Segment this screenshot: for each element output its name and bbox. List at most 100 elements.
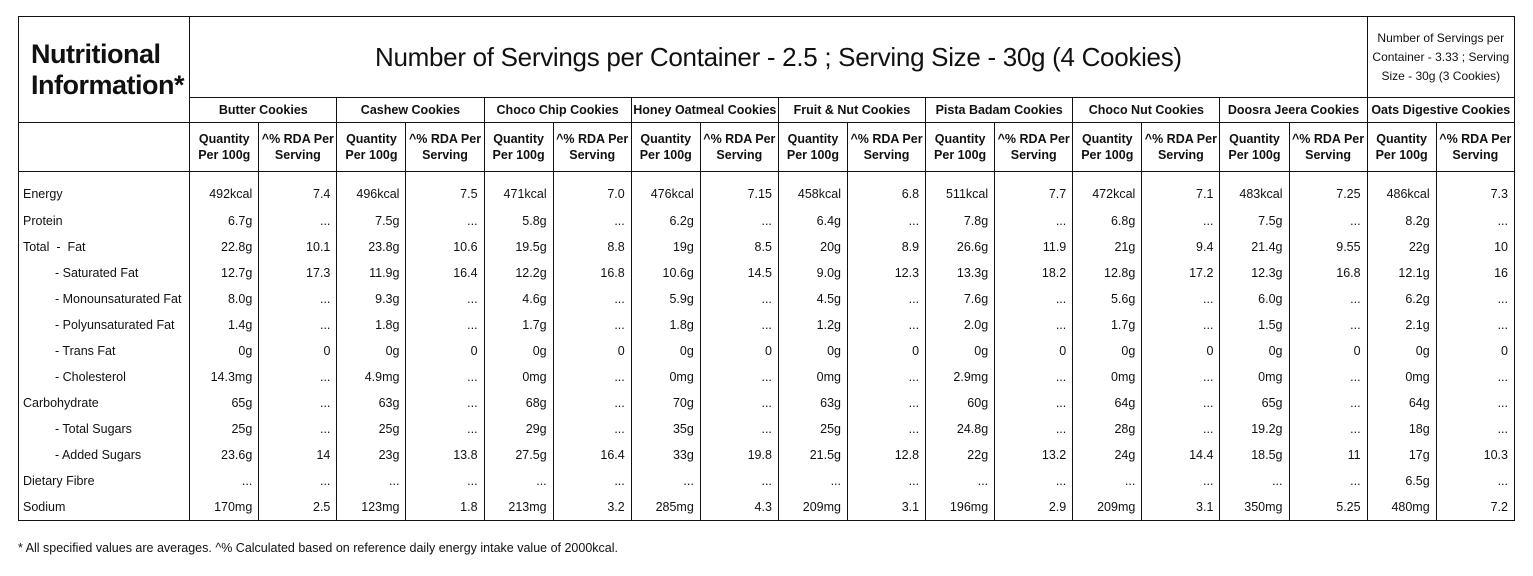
rda-cell: 7.2 (1435, 494, 1516, 521)
rda-cell: ... (258, 286, 338, 312)
quantity-cell: 1.7g (483, 312, 554, 338)
nutrient-label: - Added Sugars (17, 442, 191, 468)
rda-cell: 13.2 (994, 442, 1074, 468)
rda-cell: ... (846, 390, 927, 416)
quantity-cell: 64g (1366, 390, 1437, 416)
nutrient-label: - Saturated Fat (17, 260, 191, 286)
nutrient-label: Energy (17, 171, 191, 208)
quantity-cell: 1.4g (189, 312, 260, 338)
rda-cell: 7.1 (1141, 171, 1221, 208)
quantity-cell: 23.6g (189, 442, 260, 468)
rda-cell: ... (552, 208, 632, 234)
nutrient-label: - Monounsaturated Fat (17, 286, 191, 312)
quantity-cell: 213mg (483, 494, 554, 521)
rda-cell: 17.3 (258, 260, 338, 286)
rda-cell: ... (1141, 208, 1221, 234)
rda-cell: ... (405, 416, 485, 442)
rda-cell: ... (1288, 208, 1368, 234)
quantity-column-header: Quantity Per 100g (1072, 122, 1143, 172)
rda-cell: 13.8 (405, 442, 485, 468)
quantity-cell: 9.3g (336, 286, 407, 312)
header-row-columns: Quantity Per 100g ^% RDA Per Serving Quant… (17, 122, 1516, 172)
rda-cell: 1.8 (405, 494, 485, 521)
rda-column-header: ^% RDA Per Serving (699, 122, 779, 172)
rda-cell: 8.9 (846, 234, 927, 260)
quantity-column-header: Quantity Per 100g (777, 122, 848, 172)
rda-cell: ... (846, 312, 927, 338)
quantity-cell: 18.5g (1219, 442, 1290, 468)
quantity-cell: 196mg (925, 494, 996, 521)
rda-cell: 17.2 (1141, 260, 1221, 286)
quantity-cell: 0g (1366, 338, 1437, 364)
rda-cell: 16.8 (1288, 260, 1368, 286)
quantity-cell: 29g (483, 416, 554, 442)
quantity-column-header: Quantity Per 100g (483, 122, 554, 172)
quantity-cell: 7.6g (925, 286, 996, 312)
quantity-cell: 25g (189, 416, 260, 442)
rda-cell: 8.8 (552, 234, 632, 260)
rda-cell: 0 (846, 338, 927, 364)
rda-cell: ... (405, 312, 485, 338)
quantity-cell: 18g (1366, 416, 1437, 442)
rda-cell: ... (258, 364, 338, 390)
quantity-cell: 20g (777, 234, 848, 260)
quantity-cell: 480mg (1366, 494, 1437, 521)
rda-cell: ... (405, 286, 485, 312)
quantity-column-header: Quantity Per 100g (189, 122, 260, 172)
rda-cell: ... (1435, 286, 1516, 312)
rda-cell: 0 (699, 338, 779, 364)
rda-cell: 4.3 (699, 494, 779, 521)
rda-cell: ... (699, 286, 779, 312)
quantity-cell: 458kcal (777, 171, 848, 208)
nutrient-row: - Trans Fat 0g 0 0g 0 0g 0 0g 0 0g 0 0g 0 0g 0 0g 0 0g 0 (17, 338, 1516, 364)
quantity-column-header: Quantity Per 100g (630, 122, 701, 172)
rda-cell: ... (699, 208, 779, 234)
quantity-cell: ... (1219, 468, 1290, 494)
nutrient-column-header (17, 122, 191, 172)
rda-cell: ... (994, 364, 1074, 390)
rda-cell: 0 (258, 338, 338, 364)
quantity-cell: 23.8g (336, 234, 407, 260)
quantity-cell: 19.2g (1219, 416, 1290, 442)
quantity-cell: 496kcal (336, 171, 407, 208)
quantity-cell: 7.5g (1219, 208, 1290, 234)
rda-cell: ... (1288, 468, 1368, 494)
rda-cell: 7.7 (994, 171, 1074, 208)
quantity-cell: 35g (630, 416, 701, 442)
quantity-cell: ... (630, 468, 701, 494)
quantity-cell: 60g (925, 390, 996, 416)
quantity-cell: 10.6g (630, 260, 701, 286)
rda-cell: ... (258, 468, 338, 494)
rda-cell: 9.4 (1141, 234, 1221, 260)
rda-cell: ... (1288, 364, 1368, 390)
quantity-cell: 64g (1072, 390, 1143, 416)
product-header: Fruit & Nut Cookies (777, 97, 927, 123)
quantity-cell: 25g (336, 416, 407, 442)
rda-cell: ... (1141, 468, 1221, 494)
rda-cell: ... (1141, 286, 1221, 312)
quantity-cell: 2.1g (1366, 312, 1437, 338)
product-header: Honey Oatmeal Cookies (630, 97, 779, 123)
rda-cell: 16.8 (552, 260, 632, 286)
rda-cell: 3.1 (1141, 494, 1221, 521)
quantity-cell: 17g (1366, 442, 1437, 468)
rda-cell: 7.15 (699, 171, 779, 208)
quantity-cell: 6.8g (1072, 208, 1143, 234)
rda-cell: 9.55 (1288, 234, 1368, 260)
rda-cell: ... (846, 416, 927, 442)
quantity-cell: 2.9mg (925, 364, 996, 390)
rda-cell: ... (1288, 312, 1368, 338)
quantity-cell: 13.3g (925, 260, 996, 286)
rda-cell: ... (1288, 390, 1368, 416)
rda-cell: ... (552, 416, 632, 442)
quantity-cell: 22.8g (189, 234, 260, 260)
rda-cell: ... (405, 364, 485, 390)
quantity-cell: 12.2g (483, 260, 554, 286)
header-row-products: Butter Cookies Cashew Cookies Choco Chip C… (19, 97, 1516, 123)
nutrient-row: - Total Sugars 25g... 25g... 29g... 35g... 25… (17, 416, 1516, 442)
rda-cell: 11.9 (994, 234, 1074, 260)
rda-column-header: ^% RDA Per Serving (1141, 122, 1221, 172)
header-row-servings: Nutritional Information* Number of Servi… (17, 16, 1516, 123)
rda-cell: 14 (258, 442, 338, 468)
quantity-column-header: Quantity Per 100g (925, 122, 996, 172)
